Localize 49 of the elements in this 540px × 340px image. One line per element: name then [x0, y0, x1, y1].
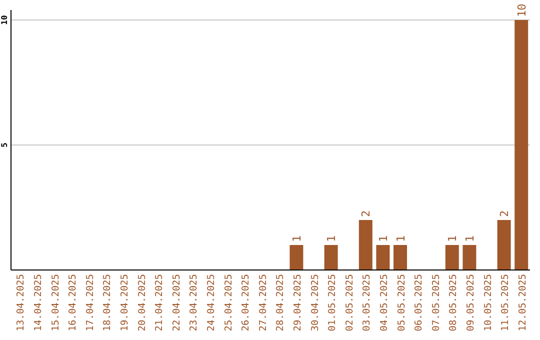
data-label: 2 [498, 210, 512, 217]
bar [290, 245, 304, 270]
data-label: 2 [360, 210, 373, 217]
bar [394, 245, 407, 270]
x-tick-label: 20.04.2025 [136, 274, 148, 332]
data-label: 1 [290, 235, 304, 242]
x-tick-label: 09.05.2025 [465, 274, 476, 332]
x-tick-label: 07.05.2025 [430, 274, 442, 332]
bar [514, 20, 528, 270]
x-tick-label: 01.05.2025 [327, 274, 338, 332]
x-tick-label: 18.04.2025 [102, 274, 114, 332]
bar [445, 245, 459, 270]
x-tick-label: 16.04.2025 [68, 274, 79, 332]
x-tick-label: 23.04.2025 [188, 274, 200, 332]
x-tick-label: 15.04.2025 [50, 274, 62, 332]
x-tick-label: 26.04.2025 [240, 274, 252, 332]
x-tick-label: 19.04.2025 [119, 274, 130, 332]
x-tick-label: 04.05.2025 [378, 274, 390, 332]
data-label: 1 [394, 235, 408, 242]
data-label: 1 [446, 235, 460, 242]
x-tick-label: 28.04.2025 [275, 274, 286, 332]
x-tick-label: 22.04.2025 [171, 274, 182, 332]
x-tick-label: 24.04.2025 [206, 274, 217, 332]
x-tick-label: 03.05.2025 [362, 274, 373, 332]
x-tick-label: 29.04.2025 [292, 274, 304, 332]
bar [376, 245, 390, 270]
x-tick-label: 30.04.2025 [310, 274, 321, 332]
x-tick-label: 08.05.2025 [448, 274, 460, 332]
data-label: 1 [376, 235, 390, 242]
bar [497, 220, 511, 270]
x-tick-label: 14.04.2025 [32, 274, 44, 332]
x-tick-label: 10.05.2025 [482, 274, 494, 332]
x-tick-label: 17.04.2025 [84, 274, 96, 332]
data-label: 1 [325, 235, 338, 242]
bar [358, 220, 372, 270]
bar [324, 245, 338, 270]
x-tick-label: 27.04.2025 [258, 274, 269, 332]
x-tick-label: 06.05.2025 [414, 274, 425, 332]
x-tick-label: 11.05.2025 [500, 274, 512, 332]
x-tick-label: 21.04.2025 [154, 274, 166, 332]
x-tick-label: 13.04.2025 [16, 274, 27, 332]
x-tick-label: 05.05.2025 [396, 274, 408, 332]
data-label: 1 [463, 235, 476, 242]
x-tick-label: 12.05.2025 [517, 274, 528, 332]
y-tick-label: 5 [0, 142, 9, 148]
x-tick-label: 02.05.2025 [344, 274, 356, 332]
data-label: 10 [515, 4, 528, 17]
x-tick-label: 25.04.2025 [223, 274, 234, 332]
bar [462, 245, 476, 270]
